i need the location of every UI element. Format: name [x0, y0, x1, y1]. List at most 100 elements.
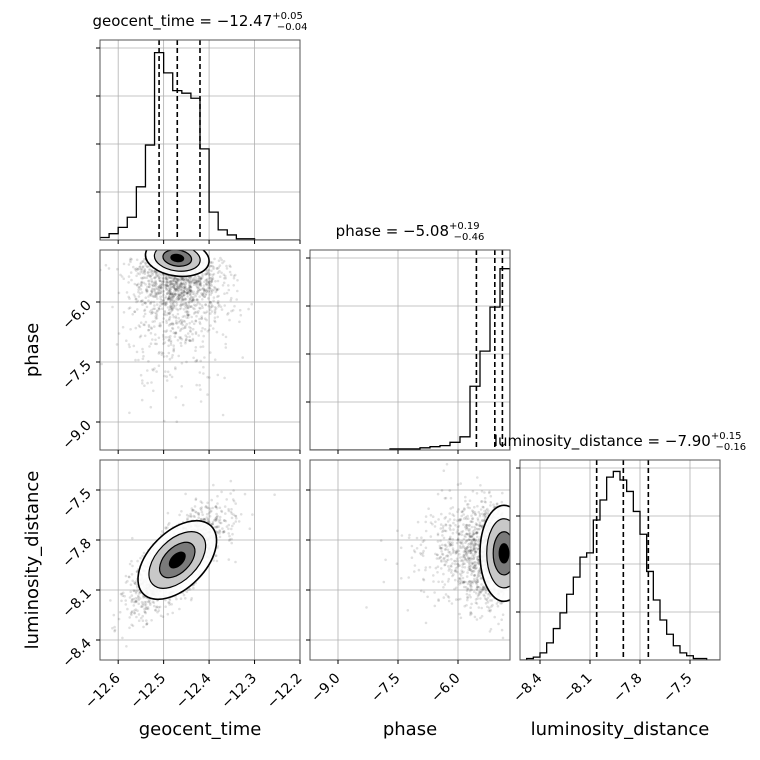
- sample-point: [179, 285, 182, 289]
- sample-point: [458, 572, 462, 576]
- sample-point: [134, 599, 138, 603]
- sample-point: [463, 604, 467, 608]
- sample-point: [434, 566, 438, 570]
- sample-point: [167, 275, 171, 279]
- sample-point: [181, 315, 185, 319]
- sample-point: [168, 357, 172, 361]
- sample-point: [416, 520, 420, 524]
- sample-point: [204, 303, 207, 306]
- sample-point: [155, 292, 159, 296]
- sample-point: [166, 526, 169, 529]
- sample-point: [195, 298, 198, 302]
- sample-point: [162, 280, 166, 284]
- sample-point: [482, 587, 485, 591]
- sample-point: [165, 276, 168, 280]
- sample-point: [189, 305, 193, 309]
- sample-point: [203, 518, 206, 521]
- sample-point: [471, 548, 475, 551]
- sample-point: [468, 566, 471, 569]
- sample-point: [130, 278, 133, 282]
- sample-point: [198, 371, 202, 374]
- sample-point: [173, 287, 177, 290]
- sample-point: [199, 277, 202, 281]
- sample-point: [217, 525, 221, 528]
- sample-point: [169, 322, 172, 326]
- sample-point: [175, 289, 178, 292]
- sample-point: [462, 517, 466, 520]
- sample-point: [442, 529, 445, 532]
- sample-point: [156, 310, 159, 313]
- sample-point: [449, 537, 452, 541]
- sample-point: [467, 561, 471, 564]
- sample-point: [457, 533, 460, 536]
- sample-point: [161, 615, 165, 618]
- sample-point: [182, 293, 186, 297]
- sample-point: [168, 296, 171, 299]
- sample-point: [165, 287, 169, 291]
- sample-point: [422, 577, 425, 581]
- sample-point: [462, 555, 466, 558]
- sample-point: [170, 292, 173, 296]
- sample-point: [469, 611, 473, 614]
- sample-point: [435, 557, 439, 560]
- sample-point: [181, 298, 185, 301]
- sample-point: [153, 367, 156, 370]
- sample-point: [466, 506, 470, 509]
- sample-point: [176, 308, 180, 312]
- sample-point: [205, 279, 208, 282]
- sample-point: [470, 535, 474, 539]
- sample-point: [457, 524, 461, 528]
- sample-point: [238, 320, 241, 324]
- sample-point: [180, 296, 183, 299]
- sample-point: [178, 513, 181, 517]
- sample-point: [143, 268, 147, 271]
- sample-point: [454, 568, 457, 572]
- sample-point: [167, 297, 170, 301]
- sample-point: [166, 612, 170, 616]
- sample-point: [482, 514, 485, 518]
- sample-point: [193, 281, 196, 285]
- sample-point: [183, 291, 186, 294]
- sample-point: [158, 279, 162, 283]
- sample-point: [441, 580, 444, 583]
- sample-point: [193, 307, 196, 311]
- sample-point: [446, 548, 450, 552]
- sample-point: [138, 325, 142, 329]
- sample-point: [170, 309, 173, 312]
- sample-point: [167, 296, 171, 300]
- sample-point: [179, 291, 182, 295]
- sample-point: [450, 543, 453, 547]
- sample-point: [203, 328, 207, 331]
- sample-point: [475, 556, 479, 559]
- sample-point: [221, 284, 225, 287]
- sample-point: [492, 505, 496, 509]
- sample-point: [440, 550, 443, 553]
- sample-point: [222, 531, 225, 534]
- sample-point: [143, 600, 146, 604]
- sample-point: [218, 532, 221, 535]
- sample-point: [189, 279, 193, 283]
- sample-point: [468, 528, 472, 531]
- sample-point: [210, 269, 213, 273]
- sample-point: [209, 288, 213, 291]
- sample-point: [214, 517, 217, 520]
- sample-point: [168, 521, 171, 525]
- sample-point: [171, 282, 174, 285]
- sample-point: [232, 284, 235, 287]
- sample-point: [486, 605, 489, 609]
- sample-point: [169, 341, 173, 344]
- sample-point: [198, 321, 201, 324]
- sample-point: [211, 264, 214, 268]
- sample-point: [199, 277, 202, 281]
- sample-point: [451, 541, 454, 544]
- sample-point: [458, 518, 462, 522]
- sample-point: [446, 554, 449, 557]
- sample-point: [128, 575, 131, 579]
- sample-point: [173, 335, 177, 338]
- sample-point: [466, 523, 469, 527]
- sample-point: [178, 293, 181, 297]
- sample-point: [473, 567, 477, 570]
- sample-point: [147, 282, 151, 285]
- sample-point: [455, 551, 459, 554]
- sample-point: [469, 564, 473, 568]
